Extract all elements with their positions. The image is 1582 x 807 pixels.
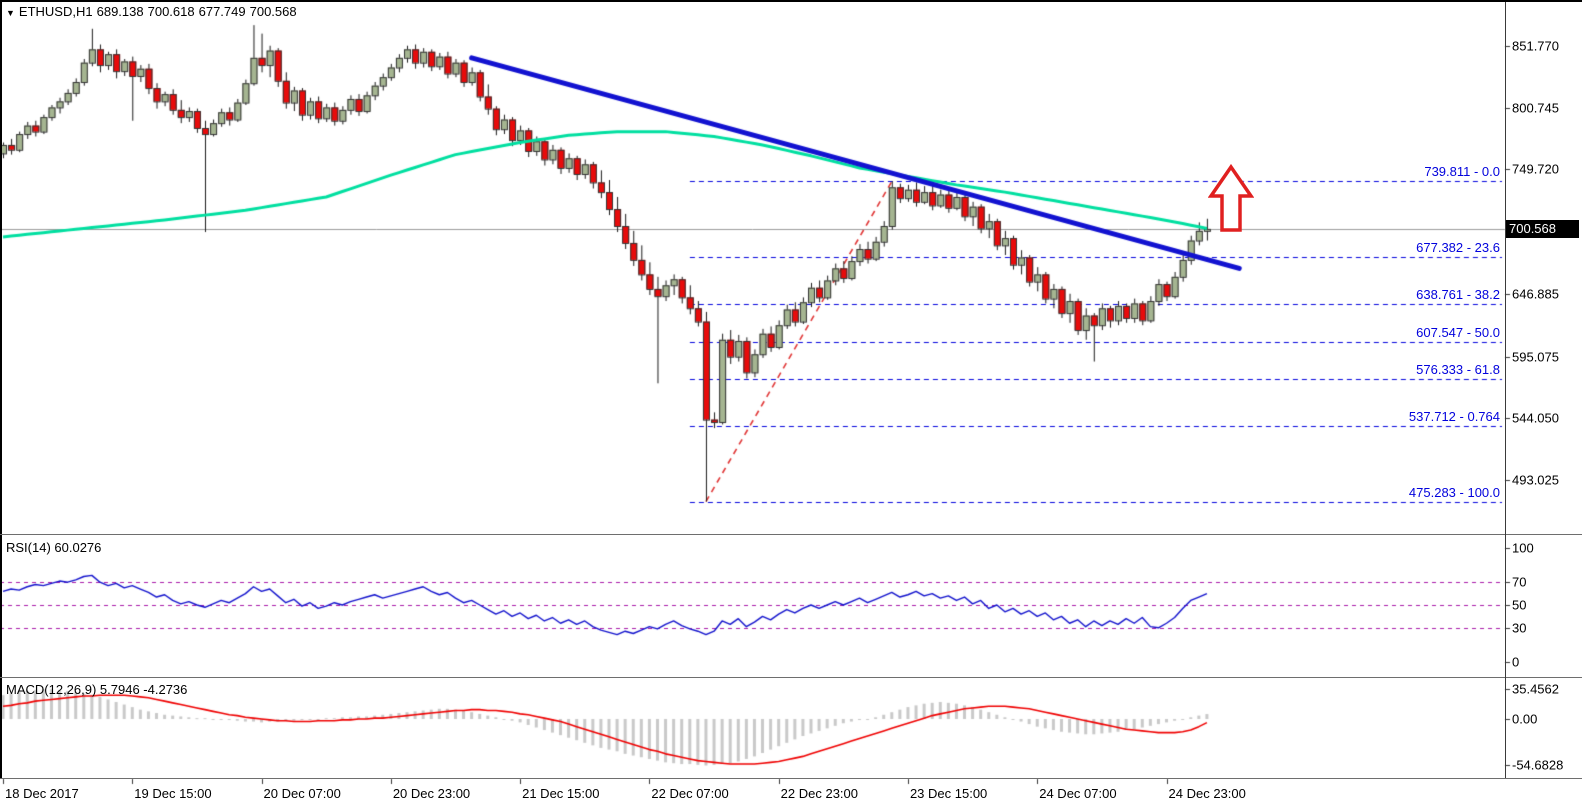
- rsi-axis-label: 30: [1512, 620, 1527, 636]
- macd-axis-label: 35.4562: [1512, 681, 1559, 697]
- panel-separator: [0, 778, 1582, 779]
- chart-title-bar: ▼ ETHUSD,H1 689.138 700.618 677.749 700.568: [6, 4, 301, 19]
- fib-level-label: 739.811 - 0.0: [1424, 164, 1500, 180]
- macd-axis-label: 0.00: [1512, 711, 1538, 727]
- price-axis-label: 646.885: [1512, 286, 1559, 302]
- time-axis-label: 20 Dec 23:00: [392, 786, 471, 801]
- time-axis-label: 22 Dec 07:00: [651, 786, 729, 801]
- fib-level-label: 475.283 - 100.0: [1408, 484, 1500, 500]
- rsi-label: RSI(14) 60.0276: [6, 540, 102, 555]
- macd-axis-label: -54.6828: [1512, 757, 1564, 773]
- ohlc-low: 677.749: [198, 4, 246, 19]
- price-axis-label: 800.745: [1512, 100, 1559, 116]
- panel-separator[interactable]: [0, 677, 1582, 678]
- time-axis-label: 22 Dec 23:00: [780, 786, 859, 801]
- price-axis-label: 595.075: [1512, 349, 1559, 365]
- up-arrow-annotation[interactable]: [1208, 164, 1254, 234]
- panel-separator[interactable]: [0, 534, 1582, 535]
- time-axis-label: 19 Dec 15:00: [134, 786, 212, 801]
- fib-level-label: 537.712 - 0.764: [1408, 409, 1500, 424]
- ohlc-close: 700.568: [249, 4, 297, 19]
- time-axis-label: 18 Dec 2017: [5, 786, 79, 801]
- rsi-axis-label: 50: [1512, 597, 1527, 613]
- rsi-axis-label: 100: [1512, 540, 1534, 556]
- price-axis-label: 544.050: [1512, 410, 1559, 426]
- rsi-axis-label: 0: [1512, 654, 1520, 670]
- ohlc-open: 689.138: [96, 4, 144, 19]
- macd-label: MACD(12,26,9) 5.7946 -4.2736: [6, 682, 188, 697]
- fib-level-label: 638.761 - 38.2: [1416, 286, 1500, 302]
- price-axis-label: 851.770: [1512, 38, 1559, 54]
- fib-level-label: 677.382 - 23.6: [1416, 240, 1500, 255]
- time-axis-label: 24 Dec 07:00: [1039, 786, 1117, 801]
- symbol-dropdown-icon[interactable]: ▼: [6, 8, 15, 18]
- window-top-border: [0, 0, 1582, 2]
- time-axis-label: 21 Dec 15:00: [522, 786, 600, 801]
- fib-level-label: 607.547 - 50.0: [1416, 324, 1500, 340]
- time-axis-label: 23 Dec 15:00: [909, 786, 988, 801]
- time-axis-label: 24 Dec 23:00: [1168, 786, 1246, 801]
- current-price-tag: 700.568: [1506, 219, 1579, 238]
- symbol-period-label: ETHUSD,H1: [18, 4, 93, 19]
- fib-level-label: 576.333 - 61.8: [1416, 362, 1500, 378]
- ohlc-high: 700.618: [147, 4, 195, 19]
- rsi-axis-label: 70: [1512, 574, 1527, 590]
- price-axis-border: [1505, 2, 1506, 778]
- time-axis-label: 20 Dec 07:00: [263, 786, 341, 801]
- price-axis-label: 749.720: [1512, 161, 1559, 177]
- price-axis-label: 493.025: [1512, 472, 1559, 488]
- window-left-border: [0, 0, 2, 778]
